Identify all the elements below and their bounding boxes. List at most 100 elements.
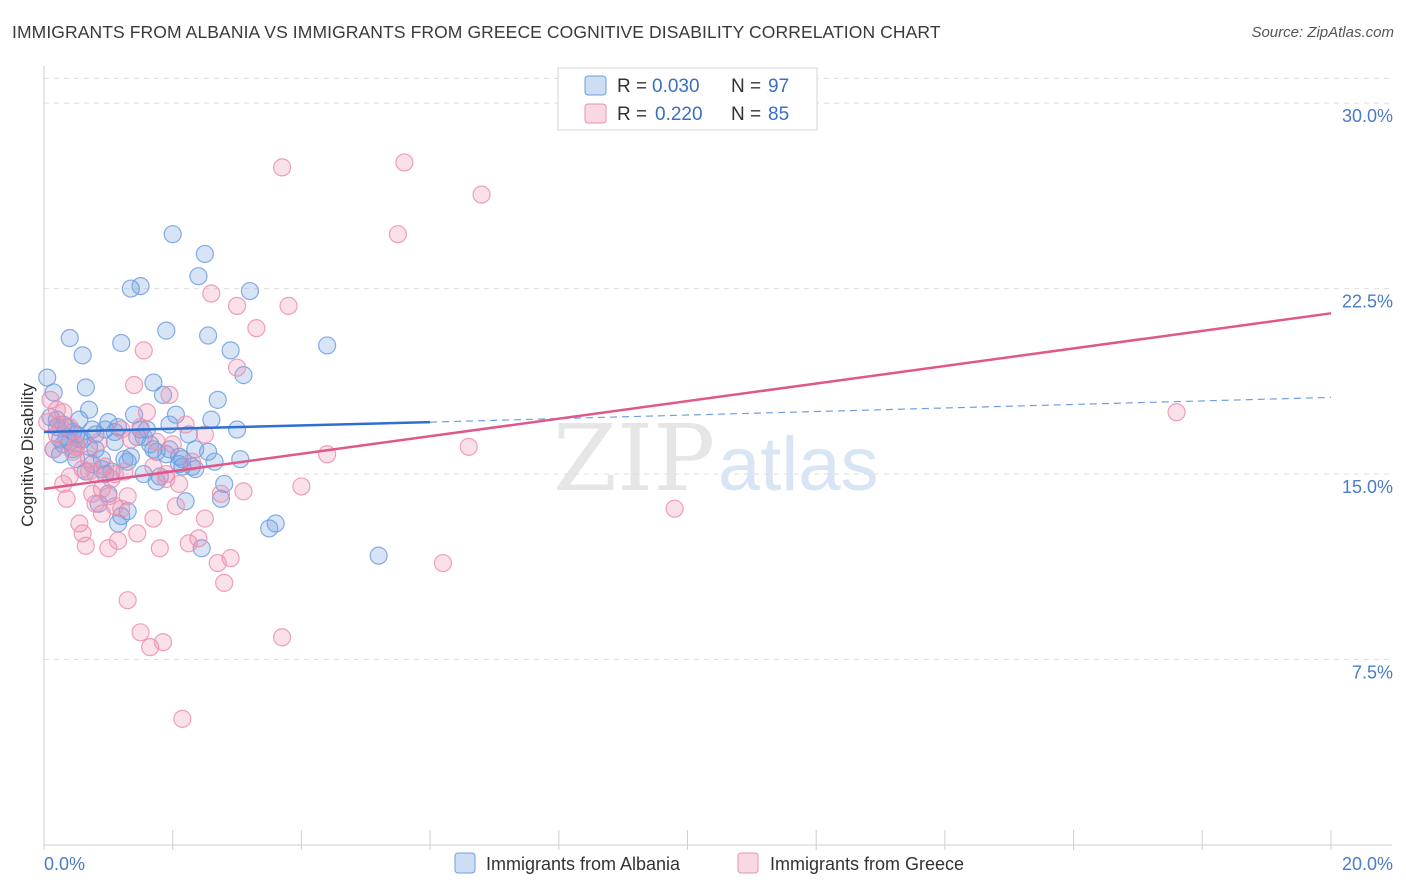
- point-greece: [44, 440, 63, 459]
- point-greece: [41, 390, 60, 409]
- point-greece: [195, 509, 214, 528]
- series-albania: [38, 225, 388, 565]
- point-greece: [173, 709, 192, 728]
- point-greece: [89, 432, 108, 451]
- point-greece: [202, 284, 221, 303]
- point-greece: [388, 225, 408, 244]
- point-greece: [147, 432, 166, 451]
- point-greece: [665, 499, 684, 518]
- point-albania: [131, 276, 150, 296]
- point-greece: [163, 435, 182, 454]
- source-credit: Source: ZipAtlas.com: [1251, 24, 1394, 41]
- point-greece: [234, 482, 253, 501]
- point-greece: [179, 534, 198, 553]
- bottom-legend-swatch-greece: [737, 852, 759, 874]
- trend-line-albania-extension: [430, 396, 1332, 423]
- point-albania: [215, 474, 234, 494]
- legend-n-value-greece: 85: [768, 104, 789, 125]
- point-greece: [131, 623, 150, 642]
- point-albania: [234, 366, 253, 385]
- point-albania: [163, 225, 182, 244]
- point-albania: [221, 341, 240, 360]
- x-tick-label-min: 0.0%: [44, 854, 85, 874]
- point-greece: [395, 153, 414, 172]
- legend-r-label-albania: R =: [617, 76, 647, 97]
- point-greece: [118, 591, 137, 610]
- point-greece: [134, 341, 153, 360]
- point-greece: [292, 477, 311, 496]
- bottom-legend-swatch-albania: [454, 852, 476, 874]
- point-greece: [57, 489, 76, 508]
- point-greece: [215, 573, 234, 592]
- y-axis-label: Cognitive Disability: [18, 383, 37, 527]
- point-albania: [112, 333, 131, 353]
- point-albania: [76, 378, 95, 397]
- watermark-atlas: atlas: [718, 422, 879, 507]
- point-greece: [221, 549, 240, 568]
- point-albania: [73, 346, 92, 365]
- trend-line-greece: [43, 312, 1332, 491]
- legend-n-label-albania: N =: [731, 76, 761, 97]
- point-albania: [166, 405, 186, 424]
- series-greece: [38, 153, 1186, 728]
- point-albania: [79, 400, 99, 419]
- point-albania: [240, 281, 260, 301]
- point-albania: [157, 321, 176, 340]
- point-greece: [433, 553, 453, 573]
- point-albania: [112, 506, 131, 526]
- point-greece: [70, 514, 89, 533]
- tick-labels: 7.5% 15.0% 22.5% 30.0% 0.0% 20.0%: [44, 106, 1393, 874]
- point-greece: [195, 425, 214, 444]
- point-albania: [60, 328, 79, 348]
- series-legend: Immigrants from Albania Immigrants from …: [454, 852, 964, 874]
- point-greece: [47, 425, 66, 444]
- point-albania: [211, 489, 231, 508]
- bottom-legend-label-albania: Immigrants from Albania: [486, 854, 681, 874]
- point-greece: [108, 531, 128, 550]
- y-tick-label: 30.0%: [1342, 106, 1393, 126]
- legend-r-value-albania: 0.030: [652, 76, 700, 97]
- point-greece: [153, 633, 173, 652]
- point-greece: [76, 536, 95, 555]
- point-greece: [67, 437, 86, 456]
- correlation-legend: R = 0.030 N = 97 R = 0.220 N = 85: [557, 67, 818, 131]
- legend-r-value-greece: 0.220: [655, 104, 703, 125]
- point-greece: [166, 497, 186, 516]
- point-greece: [150, 539, 169, 558]
- point-albania: [231, 450, 250, 469]
- point-greece: [176, 415, 195, 434]
- point-albania: [176, 492, 195, 511]
- point-greece: [54, 403, 73, 422]
- trend-lines: [43, 312, 1332, 491]
- point-greece: [227, 358, 247, 377]
- bottom-legend-label-greece: Immigrants from Greece: [770, 854, 964, 874]
- point-greece: [227, 296, 247, 315]
- point-greece: [211, 484, 231, 503]
- trend-line-albania: [43, 420, 431, 434]
- point-albania: [189, 267, 208, 286]
- point-albania: [198, 326, 218, 345]
- legend-n-label-greece: N =: [731, 104, 761, 125]
- point-albania: [144, 373, 163, 392]
- watermark: ZIP atlas: [553, 405, 879, 512]
- point-greece: [189, 529, 208, 548]
- point-greece: [472, 185, 491, 204]
- point-albania: [266, 514, 285, 533]
- point-greece: [144, 509, 163, 528]
- legend-swatch-greece: [584, 103, 607, 124]
- point-greece: [247, 319, 266, 338]
- legend-n-value-albania: 97: [768, 76, 789, 97]
- point-greece: [118, 487, 137, 506]
- point-greece: [160, 385, 179, 405]
- x-tick-label-max: 20.0%: [1342, 854, 1393, 874]
- point-greece: [272, 628, 292, 647]
- point-greece: [279, 296, 298, 315]
- chart-title: IMMIGRANTS FROM ALBANIA VS IMMIGRANTS FR…: [12, 22, 941, 42]
- y-tick-label: 22.5%: [1342, 292, 1393, 312]
- point-albania: [227, 420, 247, 439]
- point-greece: [182, 452, 202, 471]
- point-albania: [198, 442, 218, 461]
- point-greece: [170, 474, 189, 494]
- point-greece: [128, 524, 147, 543]
